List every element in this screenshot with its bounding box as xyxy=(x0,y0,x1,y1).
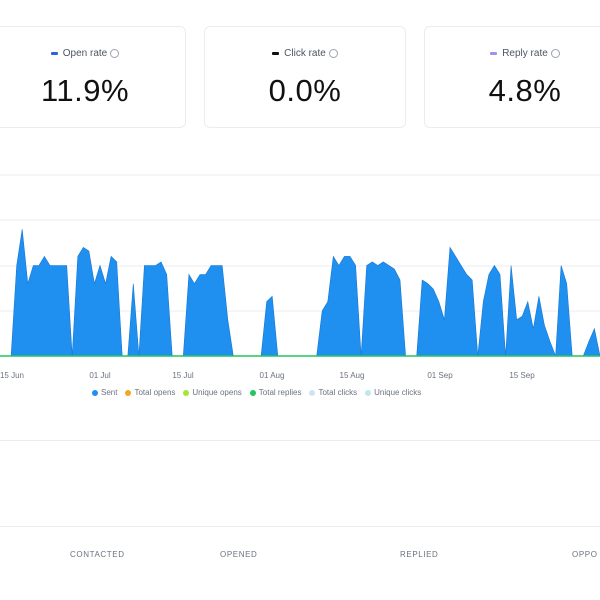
legend-dot xyxy=(92,389,98,396)
x-tick-label: 01 Aug xyxy=(260,371,285,380)
legend-item-total-replies[interactable]: Total replies xyxy=(249,388,301,397)
x-tick-label: 15 Aug xyxy=(340,371,365,380)
x-tick-label: 15 Jun xyxy=(0,371,24,380)
legend-dot xyxy=(125,389,132,396)
open-rate-card: Open rate 11.9% xyxy=(0,26,186,128)
sent-area xyxy=(0,229,600,357)
x-tick-label: 15 Sep xyxy=(509,371,535,380)
legend-item-sent[interactable]: Sent xyxy=(92,388,117,397)
info-icon[interactable] xyxy=(328,48,338,58)
legend-dot xyxy=(309,389,316,396)
open-rate-value: 11.9% xyxy=(40,73,130,108)
legend-dot xyxy=(365,389,372,396)
activity-chart: 15 Jun 01 Jul 15 Jul 01 Aug 15 Aug 01 Sep 15 S… xyxy=(0,174,600,380)
reply-rate-value: 4.8% xyxy=(488,73,562,108)
legend-item-unique-clicks[interactable]: Unique clicks xyxy=(365,388,421,397)
chart-legend: Sent Total opens Unique opens Total repl… xyxy=(92,388,421,397)
x-tick-label: 15 Jul xyxy=(172,371,194,380)
reply-rate-swatch xyxy=(490,51,498,55)
open-rate-swatch xyxy=(50,51,58,55)
reply-rate-card: Reply rate 4.8% xyxy=(424,26,600,128)
info-icon[interactable] xyxy=(550,48,560,58)
x-tick-label: 01 Sep xyxy=(427,371,453,380)
legend-item-unique-opens[interactable]: Unique opens xyxy=(183,388,242,397)
stage-replied: REPLIED xyxy=(400,550,439,559)
click-rate-value: 0.0% xyxy=(268,73,342,108)
section-divider xyxy=(0,440,600,441)
reply-rate-label: Reply rate xyxy=(502,48,548,59)
legend-item-total-clicks[interactable]: Total clicks xyxy=(309,388,357,397)
section-divider xyxy=(0,526,600,527)
stage-contacted: CONTACTED xyxy=(70,550,125,559)
stage-opened: OPENED xyxy=(220,550,258,559)
legend-item-total-opens[interactable]: Total opens xyxy=(125,388,175,397)
legend-dot xyxy=(183,389,190,396)
open-rate-label: Open rate xyxy=(62,48,108,59)
stage-oppo: OPPO xyxy=(572,550,598,559)
click-rate-label: Click rate xyxy=(284,48,326,59)
legend-dot xyxy=(249,389,256,396)
click-rate-card: Click rate 0.0% xyxy=(204,26,406,128)
x-tick-label: 01 Jul xyxy=(89,371,111,380)
info-icon[interactable] xyxy=(110,48,120,58)
click-rate-swatch xyxy=(272,51,280,55)
